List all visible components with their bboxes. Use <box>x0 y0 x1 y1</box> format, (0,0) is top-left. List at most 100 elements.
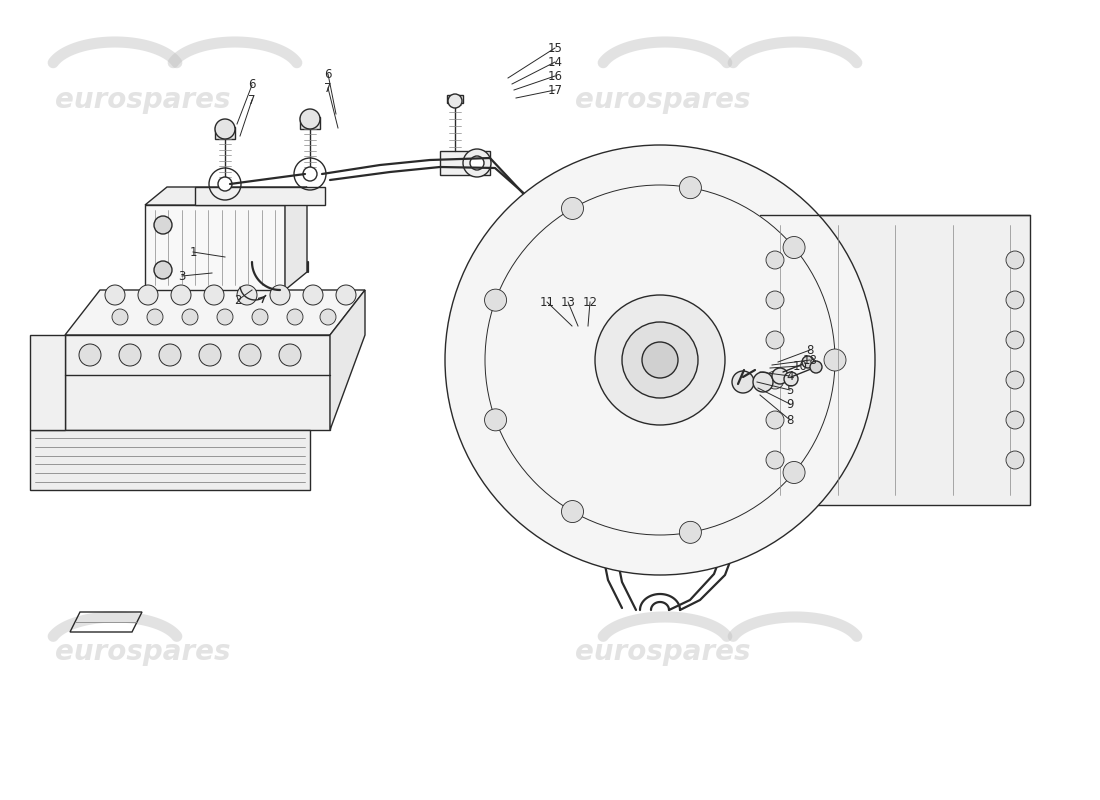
Circle shape <box>214 119 235 139</box>
Bar <box>760 215 1030 505</box>
Text: eurospares: eurospares <box>55 86 231 114</box>
Text: 18: 18 <box>803 354 817 366</box>
Circle shape <box>320 309 336 325</box>
Text: eurospares: eurospares <box>575 86 750 114</box>
Text: 11: 11 <box>539 295 554 309</box>
Circle shape <box>766 251 784 269</box>
Circle shape <box>470 156 484 170</box>
Circle shape <box>112 309 128 325</box>
Polygon shape <box>285 187 307 290</box>
Circle shape <box>783 462 805 483</box>
Text: 15: 15 <box>548 42 562 54</box>
Circle shape <box>571 333 585 347</box>
Circle shape <box>160 344 182 366</box>
Circle shape <box>766 291 784 309</box>
Circle shape <box>217 309 233 325</box>
Circle shape <box>766 411 784 429</box>
Circle shape <box>784 372 798 386</box>
Circle shape <box>218 177 232 191</box>
Circle shape <box>182 309 198 325</box>
Text: 6: 6 <box>324 67 332 81</box>
Circle shape <box>754 372 773 392</box>
Circle shape <box>279 344 301 366</box>
Circle shape <box>1006 291 1024 309</box>
Circle shape <box>802 356 814 368</box>
Text: 8: 8 <box>786 414 794 426</box>
Circle shape <box>302 285 323 305</box>
Circle shape <box>204 285 224 305</box>
Circle shape <box>824 349 846 371</box>
Polygon shape <box>30 335 65 430</box>
Circle shape <box>1006 411 1024 429</box>
Circle shape <box>1006 331 1024 349</box>
Circle shape <box>766 451 784 469</box>
Circle shape <box>1006 251 1024 269</box>
Circle shape <box>119 344 141 366</box>
Circle shape <box>766 371 784 389</box>
Circle shape <box>270 285 290 305</box>
Circle shape <box>810 361 822 373</box>
Circle shape <box>170 285 191 305</box>
Circle shape <box>446 145 874 575</box>
Bar <box>300 117 320 129</box>
Circle shape <box>236 285 257 305</box>
Bar <box>447 95 463 103</box>
Circle shape <box>680 177 702 198</box>
Circle shape <box>199 344 221 366</box>
Circle shape <box>485 409 507 431</box>
Circle shape <box>642 342 678 378</box>
Circle shape <box>562 324 594 356</box>
Text: 12: 12 <box>583 295 597 309</box>
Text: 7: 7 <box>324 82 332 94</box>
Bar <box>195 187 324 205</box>
Circle shape <box>287 309 303 325</box>
Bar <box>440 151 490 175</box>
Bar <box>145 205 285 290</box>
Circle shape <box>766 331 784 349</box>
Circle shape <box>154 216 172 234</box>
Text: 7: 7 <box>249 94 255 106</box>
Circle shape <box>561 501 583 522</box>
Polygon shape <box>330 290 365 430</box>
Text: 16: 16 <box>548 70 562 82</box>
Circle shape <box>239 344 261 366</box>
Bar <box>65 335 330 430</box>
Text: 3: 3 <box>178 270 186 282</box>
Circle shape <box>147 309 163 325</box>
Circle shape <box>300 109 320 129</box>
Circle shape <box>561 198 583 219</box>
Circle shape <box>1006 451 1024 469</box>
Circle shape <box>79 344 101 366</box>
Circle shape <box>154 261 172 279</box>
Circle shape <box>138 285 158 305</box>
Circle shape <box>485 289 507 311</box>
Bar <box>214 127 235 139</box>
Circle shape <box>104 285 125 305</box>
Circle shape <box>302 167 317 181</box>
Polygon shape <box>145 187 307 205</box>
Circle shape <box>252 309 268 325</box>
Circle shape <box>1006 371 1024 389</box>
Circle shape <box>621 322 698 398</box>
Bar <box>30 430 310 490</box>
Circle shape <box>680 522 702 543</box>
Circle shape <box>593 337 611 355</box>
Text: 5: 5 <box>786 383 794 397</box>
Polygon shape <box>65 290 365 335</box>
Text: 6: 6 <box>249 78 255 91</box>
Text: 17: 17 <box>548 83 562 97</box>
Circle shape <box>336 285 356 305</box>
Circle shape <box>772 368 788 384</box>
Circle shape <box>463 149 491 177</box>
Bar <box>723 362 795 400</box>
Text: 10: 10 <box>793 359 807 373</box>
Text: 2: 2 <box>234 294 242 306</box>
Text: 9: 9 <box>786 398 794 410</box>
Text: 14: 14 <box>548 55 562 69</box>
Text: 4: 4 <box>786 370 794 382</box>
Text: eurospares: eurospares <box>575 638 750 666</box>
Circle shape <box>595 295 725 425</box>
Text: 13: 13 <box>561 295 575 309</box>
Text: eurospares: eurospares <box>55 638 231 666</box>
Text: 8: 8 <box>806 343 814 357</box>
